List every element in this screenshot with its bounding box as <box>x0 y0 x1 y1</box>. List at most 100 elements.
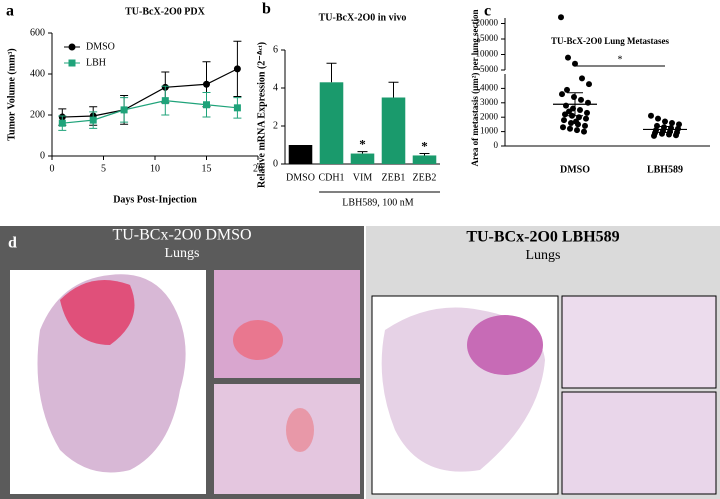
histology-image <box>214 270 360 378</box>
heart <box>467 315 543 375</box>
x-tick-label: ZEB2 <box>413 172 437 183</box>
y-tick-label: 200 <box>30 109 45 120</box>
panel-label: d <box>8 235 17 252</box>
point <box>559 91 565 98</box>
point <box>583 115 589 122</box>
x-tick-label: DMSO <box>286 172 315 183</box>
y-tick-label: 5000 <box>480 64 499 74</box>
y-tick-label: 3000 <box>480 97 499 107</box>
tumor <box>60 280 135 345</box>
vessel <box>286 408 314 452</box>
marker <box>58 119 66 127</box>
y-tick-label: 4 <box>273 82 278 93</box>
marker <box>203 101 210 109</box>
histology-title: TU-BCx-2O0 DMSO <box>112 227 251 244</box>
point <box>673 132 679 139</box>
marker <box>233 65 241 73</box>
significance: * <box>421 139 428 154</box>
y-axis-label: Relative mRNA Expression (2⁻ᐞᶜᵗ) <box>256 42 267 188</box>
marker <box>120 106 128 114</box>
marker <box>89 116 97 124</box>
histology-image <box>214 384 360 494</box>
y-tick-label: 400 <box>30 68 45 79</box>
y-tick-label: 20000 <box>476 18 499 28</box>
significance: * <box>618 54 623 65</box>
point <box>651 132 657 139</box>
point <box>561 117 567 124</box>
bar <box>319 82 344 164</box>
y-tick-label: 4000 <box>480 82 499 92</box>
panel-label: b <box>262 1 271 18</box>
point <box>586 81 592 88</box>
bar <box>350 153 375 164</box>
bar <box>381 97 406 164</box>
y-tick-label: 10000 <box>476 49 499 59</box>
point <box>572 60 578 67</box>
point <box>669 119 675 126</box>
point <box>560 124 566 131</box>
x-tick-label: 5 <box>101 163 106 174</box>
point <box>566 108 572 115</box>
series-line <box>62 68 238 118</box>
error-bar <box>326 62 337 83</box>
point <box>659 130 665 137</box>
point <box>655 115 661 122</box>
x-axis-label: LBH589, 100 nM <box>342 197 414 208</box>
error-bar <box>419 153 430 156</box>
chart-title: TU-BcX-2O0 Lung Metastases <box>551 36 669 46</box>
x-tick-label: 15 <box>202 163 212 174</box>
point <box>565 54 571 61</box>
histology-subtitle: Lungs <box>165 246 200 261</box>
x-tick-label: CDH1 <box>318 172 344 183</box>
x-tick-label: LBH589 <box>647 164 683 175</box>
y-axis-label: Area of metastasis (μm²) per lung sectio… <box>470 10 480 167</box>
y-tick-label: 1000 <box>480 126 499 136</box>
chart-title: TU-BcX-2O0 PDX <box>125 6 205 17</box>
error-bar <box>357 151 368 154</box>
panel-label: a <box>6 3 14 20</box>
y-tick-label: 0 <box>494 140 499 150</box>
x-tick-label: VIM <box>353 172 373 183</box>
y-tick-label: 0 <box>273 158 278 169</box>
legend-marker <box>68 43 76 51</box>
point <box>568 119 574 126</box>
legend-label: LBH <box>86 57 106 68</box>
error-bar <box>388 81 399 98</box>
x-tick-label: 20 <box>253 163 263 174</box>
error-bar <box>657 126 673 133</box>
y-tick-label: 6 <box>273 44 278 55</box>
legend-marker <box>68 59 76 67</box>
bar <box>412 155 437 164</box>
x-axis-label: Days Post-Injection <box>113 194 197 205</box>
point <box>579 75 585 82</box>
point <box>558 14 564 21</box>
x-tick-label: 0 <box>50 163 55 174</box>
point <box>581 128 587 135</box>
panel-label: c <box>484 3 491 20</box>
histology-title: TU-BCx-2O0 LBH589 <box>466 229 619 246</box>
y-tick-label: 2000 <box>480 111 499 121</box>
vessel <box>233 320 283 360</box>
series-line <box>62 100 238 124</box>
y-tick-label: 15000 <box>476 33 499 43</box>
point <box>662 118 668 125</box>
histology-image <box>561 391 717 495</box>
y-tick-label: 0 <box>40 150 45 161</box>
histology-image <box>561 295 717 389</box>
bar <box>288 145 313 164</box>
y-axis-label: Tumor Volume (mm³) <box>6 48 17 140</box>
point <box>584 109 590 116</box>
point <box>578 96 584 103</box>
point <box>571 94 577 101</box>
marker <box>161 97 169 105</box>
histology-subtitle: Lungs <box>526 248 561 263</box>
y-tick-label: 2 <box>273 120 278 131</box>
y-tick-label: 600 <box>30 27 45 38</box>
point <box>582 122 588 129</box>
x-tick-label: DMSO <box>560 164 590 175</box>
point <box>574 127 580 134</box>
point <box>648 112 654 119</box>
point <box>567 125 573 132</box>
